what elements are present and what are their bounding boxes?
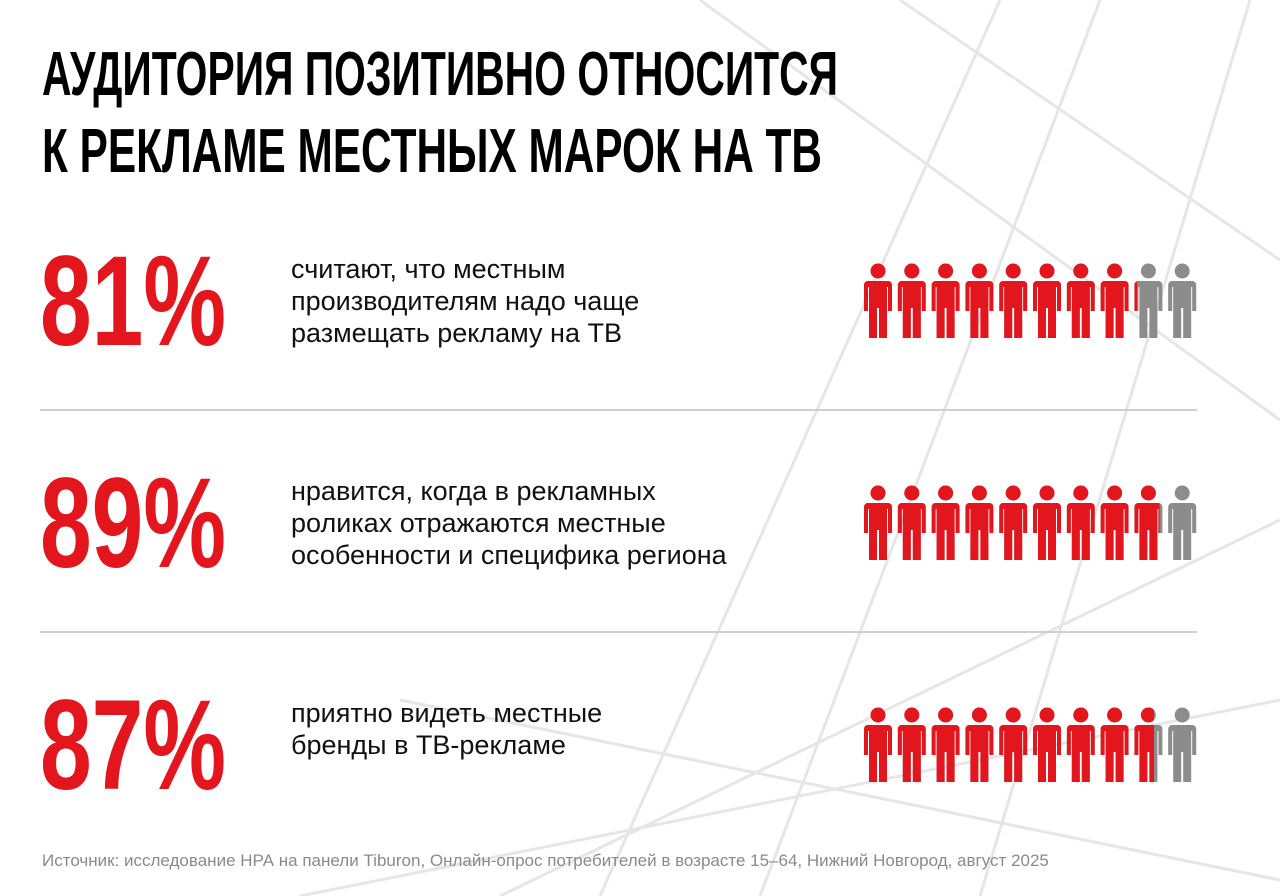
statement-line: особенности и специфика региона xyxy=(291,540,728,570)
source: Источник: исследование НРА на панели Tib… xyxy=(42,851,1049,870)
person-icon xyxy=(999,263,1028,338)
person-icon xyxy=(999,485,1028,560)
statement-line: бренды в ТВ-рекламе xyxy=(291,730,566,760)
person-icon xyxy=(1033,485,1061,560)
percentage: 89% xyxy=(40,452,226,595)
person-icon xyxy=(864,707,892,782)
background-lines xyxy=(299,0,1280,896)
person-icon xyxy=(965,263,994,338)
person-icon xyxy=(1066,485,1095,560)
person-icon xyxy=(1100,707,1129,782)
person-icon xyxy=(1066,263,1095,338)
person-icon xyxy=(931,707,960,782)
statement-line: нравится, когда в рекламных xyxy=(291,476,656,506)
person-icon xyxy=(999,707,1028,782)
person-icon xyxy=(1134,263,1163,338)
statement-line: считают, что местным xyxy=(291,254,565,284)
person-icon xyxy=(1033,707,1061,782)
person-icon xyxy=(931,263,960,338)
statement-line: приятно видеть местные xyxy=(291,698,602,728)
title-line: К РЕКЛАМЕ МЕСТНЫХ МАРОК НА ТВ xyxy=(42,117,822,186)
person-icon xyxy=(1134,707,1163,782)
percentage: 87% xyxy=(40,674,226,817)
statement-line: роликах отражаются местные xyxy=(291,508,666,538)
statement-line: размещать рекламу на ТВ xyxy=(291,318,622,348)
person-icon xyxy=(897,707,926,782)
person-icon xyxy=(1134,485,1163,560)
person-icon xyxy=(1066,707,1095,782)
person-icon xyxy=(1168,263,1197,338)
person-icon xyxy=(864,263,892,338)
percentage: 81% xyxy=(40,230,226,373)
person-icon xyxy=(1100,485,1129,560)
person-icon xyxy=(1100,263,1129,338)
title-line: АУДИТОРИЯ ПОЗИТИВНО ОТНОСИТСЯ xyxy=(42,40,838,109)
person-icon xyxy=(1168,707,1197,782)
person-icon xyxy=(897,485,926,560)
person-icon xyxy=(965,707,994,782)
person-icon xyxy=(931,485,960,560)
person-icon xyxy=(1168,485,1197,560)
statement-line: производителям надо чаще xyxy=(291,286,639,316)
person-icon xyxy=(1033,263,1061,338)
person-icon xyxy=(864,485,892,560)
person-icon xyxy=(897,263,926,338)
person-icon xyxy=(965,485,994,560)
